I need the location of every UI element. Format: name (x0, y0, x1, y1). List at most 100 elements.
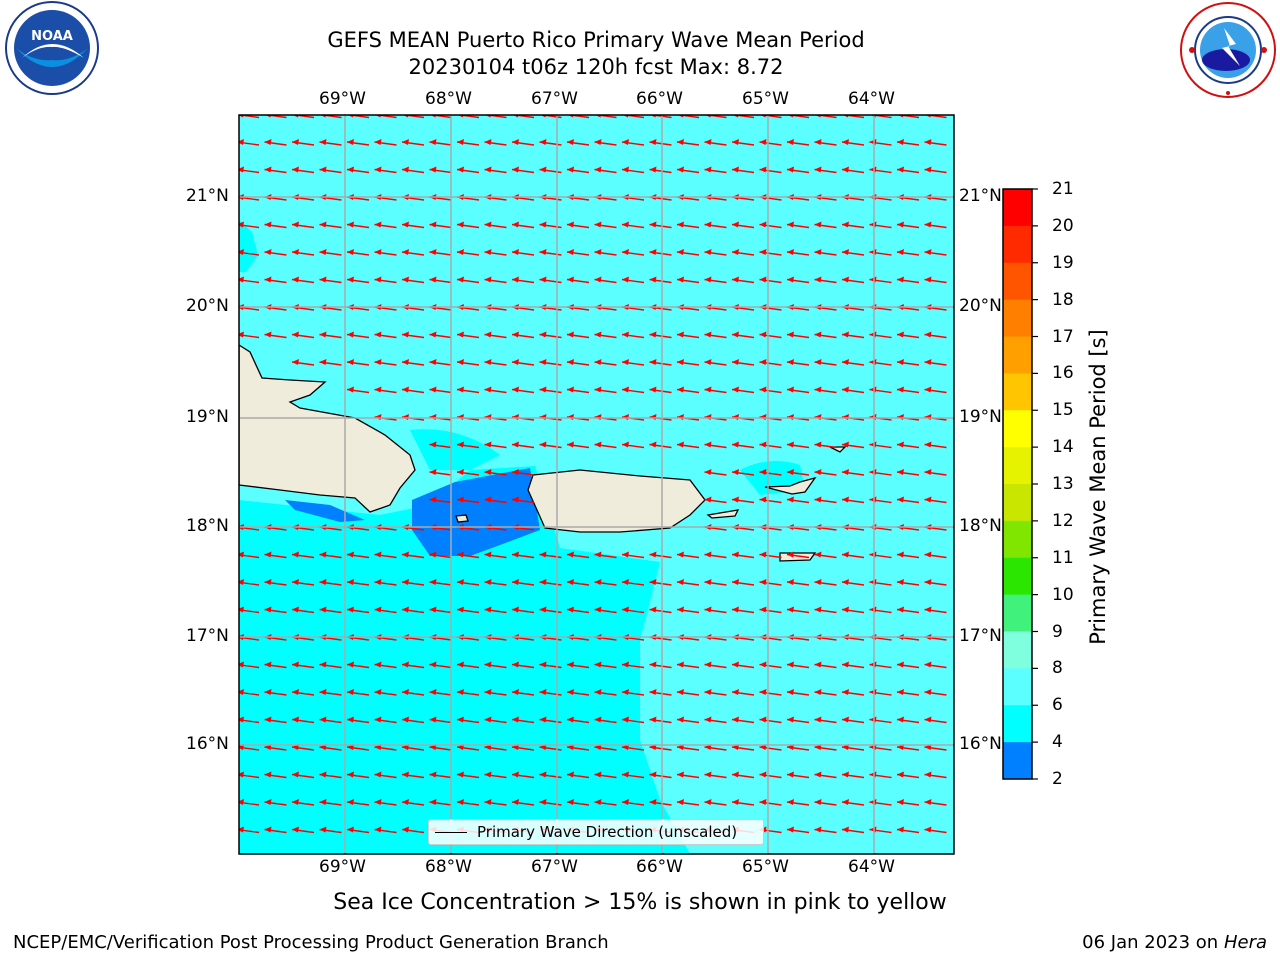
wave-direction-arrow (539, 331, 562, 339)
map-legend: Primary Wave Direction (unscaled) (428, 819, 764, 845)
wave-direction-arrow (566, 579, 590, 586)
land-puerto-rico (527, 469, 706, 533)
wave-direction-arrow (841, 441, 865, 449)
wave-direction-arrow (429, 496, 452, 504)
wave-direction-arrow (924, 689, 947, 696)
wave-direction-arrow (924, 386, 947, 394)
axis-tick-label: 16°N (959, 734, 1002, 754)
wave-direction-arrow (731, 359, 755, 366)
wave-direction-arrow (566, 139, 590, 146)
wave-direction-arrow (896, 441, 920, 449)
wave-direction-arrow (649, 386, 672, 394)
colorbar-segment (1003, 594, 1032, 632)
wave-direction-arrow (539, 689, 562, 696)
wave-direction-arrow (759, 331, 782, 339)
map-gridlines (239, 115, 954, 854)
colorbar-segment (1003, 705, 1032, 743)
footer-date: 06 Jan 2023 on Hera (1082, 932, 1267, 953)
axis-tick-label: 17°N (959, 626, 1002, 646)
footer-branch: NCEP/EMC/Verification Post Processing Pr… (13, 932, 609, 953)
wave-direction-arrow (924, 359, 947, 366)
wave-direction-arrow (649, 139, 672, 146)
wave-direction-arrow (239, 716, 260, 724)
wave-direction-arrow (429, 249, 452, 256)
wave-direction-arrow (649, 359, 672, 366)
wave-direction-arrow (704, 716, 727, 724)
axis-tick-label: 19°N (959, 407, 1002, 427)
wave-direction-arrow (484, 469, 507, 476)
wave-direction-arrow (456, 331, 480, 339)
wave-direction-arrow (374, 386, 397, 394)
wave-direction-arrow (401, 386, 425, 394)
wave-direction-arrow (731, 139, 755, 146)
wave-direction-arrow (319, 221, 342, 229)
wave-direction-arrow (539, 799, 562, 806)
colorbar-segment (1003, 410, 1032, 448)
wave-direction-arrow (374, 689, 397, 696)
wave-direction-arrow (319, 359, 342, 366)
wave-direction-arrow (841, 249, 865, 256)
land-mona-island (455, 514, 469, 523)
wave-direction-arrow (484, 496, 507, 504)
wave-direction-arrow (291, 579, 315, 586)
wave-direction-arrow (401, 551, 425, 559)
wave-direction-arrow (429, 661, 452, 669)
wave-direction-arrow (621, 579, 645, 586)
wave-direction-arrow (896, 771, 920, 779)
wave-direction-arrow (786, 771, 810, 779)
wave-direction-arrow (759, 689, 782, 696)
noaa-logo: NOAA (5, 1, 99, 95)
wave-direction-arrow (346, 249, 370, 256)
axis-tick-label: 16°N (186, 734, 229, 754)
wave-direction-arrow (291, 551, 315, 559)
wave-direction-arrow (456, 441, 480, 449)
wave-direction-arrow (566, 799, 590, 806)
wave-direction-arrow (621, 661, 645, 669)
wave-direction-arrow (841, 606, 865, 614)
wave-direction-arrow (841, 359, 865, 366)
wave-direction-arrow (429, 386, 452, 394)
wave-direction-arrow (484, 221, 507, 229)
wave-direction-arrow (594, 331, 617, 339)
wave-direction-arrow (759, 469, 782, 476)
wave-direction-arrow (594, 551, 617, 559)
wave-direction-arrow (374, 249, 397, 256)
wave-direction-arrow (566, 276, 590, 284)
wave-direction-arrow (704, 331, 727, 339)
wave-direction-arrow (814, 331, 837, 339)
wave-direction-arrow (704, 579, 727, 586)
wave-direction-arrow (401, 606, 425, 614)
wave-direction-arrow (511, 496, 535, 504)
wave-direction-arrow (264, 166, 287, 174)
wave-direction-arrow (484, 579, 507, 586)
wave-direction-arrow (731, 221, 755, 229)
wave-direction-arrow (429, 771, 452, 779)
wave-direction-arrow (841, 799, 865, 806)
wave-direction-arrow (704, 166, 727, 174)
wave-direction-arrow (896, 826, 920, 834)
wave-direction-arrow (346, 359, 370, 366)
wave-direction-arrow (374, 551, 397, 559)
wave-direction-arrow (814, 496, 837, 504)
wave-direction-arrow (429, 551, 452, 559)
wave-direction-arrow (814, 441, 837, 449)
wave-direction-arrow (566, 661, 590, 669)
wave-direction-arrow (841, 771, 865, 779)
wave-direction-arrow (841, 826, 865, 834)
wave-direction-arrow (594, 441, 617, 449)
wave-direction-arrow (456, 551, 480, 559)
wave-direction-arrow (841, 551, 865, 559)
wave-direction-arrow (676, 139, 700, 146)
wave-direction-arrow (511, 359, 535, 366)
wave-direction-arrow (731, 276, 755, 284)
wave-direction-arrow (264, 661, 287, 669)
wave-direction-arrow (704, 661, 727, 669)
wave-direction-arrow (731, 441, 755, 449)
svg-text:NOAA: NOAA (31, 29, 73, 44)
wave-direction-arrow (291, 606, 315, 614)
wave-direction-arrow (429, 139, 452, 146)
wave-direction-arrow (924, 441, 947, 449)
wave-direction-arrow (814, 661, 837, 669)
wave-direction-arrow (621, 386, 645, 394)
wave-direction-arrow (239, 606, 260, 614)
